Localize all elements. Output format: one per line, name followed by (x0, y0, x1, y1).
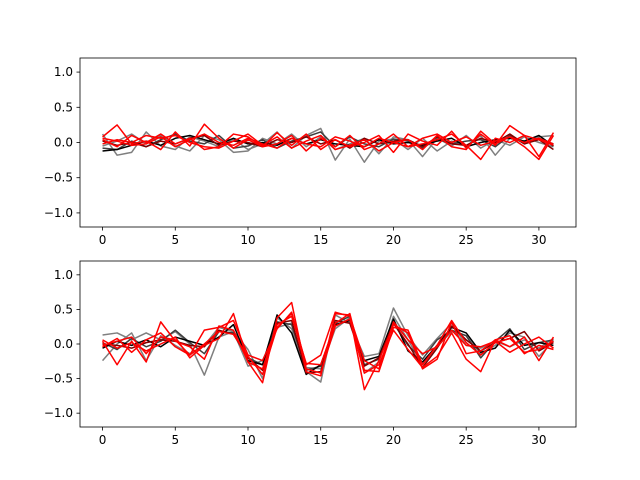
y-tick-label: −1.0 (44, 406, 73, 420)
series-line (102, 312, 554, 373)
y-tick-label: 1.0 (54, 65, 73, 79)
x-tick-label: 15 (313, 233, 328, 247)
x-tick-label: 15 (313, 433, 328, 447)
series-line (102, 123, 555, 158)
x-tick-label: 30 (531, 233, 546, 247)
bottom-subplot: 0 5 10 15 20 25 30 −1.0 −0.5 0.0 0.5 1.0 (44, 260, 577, 447)
x-tick-label: 25 (459, 233, 474, 247)
x-tick-label: 25 (459, 433, 474, 447)
x-tick-label: 10 (240, 433, 255, 447)
y-tick-label: −1.0 (44, 206, 73, 220)
x-tick-label: 10 (240, 233, 255, 247)
series-line (102, 312, 554, 376)
x-tick-label: 20 (386, 433, 401, 447)
y-tick-label: −0.5 (44, 171, 73, 185)
top-subplot: 0 5 10 15 20 25 30 −1.0 −0.5 0.0 0.5 1.0 (44, 57, 577, 247)
series-line (102, 311, 554, 370)
y-tick-label: −0.5 (44, 372, 73, 386)
y-tick-label: 0.0 (54, 337, 73, 351)
y-tick-label: 0.5 (54, 302, 73, 316)
y-tick-label: 0.5 (54, 100, 73, 114)
x-tick-label: 30 (531, 433, 546, 447)
x-tick-label: 0 (99, 433, 107, 447)
series-line (102, 133, 554, 149)
x-tick-label: 5 (171, 433, 179, 447)
y-tick-label: 1.0 (54, 268, 73, 282)
x-tick-label: 0 (99, 233, 107, 247)
x-tick-label: 20 (386, 233, 401, 247)
x-tick-label: 5 (171, 233, 179, 247)
y-tick-label: 0.0 (54, 136, 73, 150)
